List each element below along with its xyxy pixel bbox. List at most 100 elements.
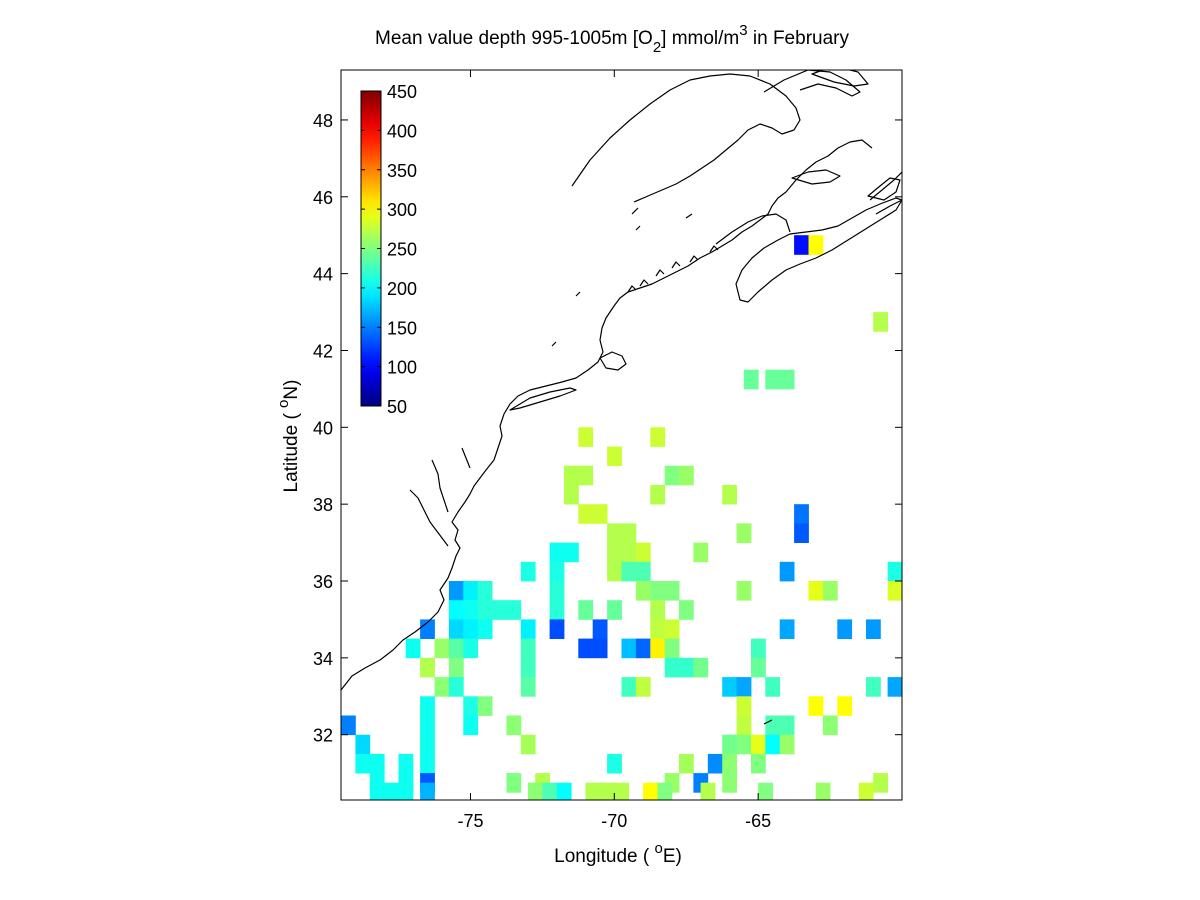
heatmap-cell	[679, 657, 694, 678]
chart-title-subscript: 2	[653, 39, 661, 56]
colorbar-tick-label: 300	[387, 200, 417, 220]
heatmap-cell	[635, 561, 651, 582]
heatmap-cell	[477, 600, 493, 620]
heatmap-cell	[635, 581, 651, 601]
heatmap-cell	[736, 734, 752, 755]
heatmap-cell	[650, 600, 666, 620]
bermuda	[763, 719, 773, 725]
heatmap-cell	[722, 753, 737, 774]
x-tick-label: -70	[601, 811, 627, 831]
cape-cod	[599, 351, 627, 371]
heatmap-cells	[341, 235, 902, 800]
heatmap-cell	[621, 542, 637, 563]
x-axis-title-prefix: Longitude (	[554, 846, 654, 867]
chart-title-prefix: Mean value depth 995-1005m [O	[375, 28, 653, 49]
heatmap-cell	[643, 782, 658, 800]
heatmap-cell	[858, 782, 874, 800]
anticosti-island	[811, 70, 869, 87]
heatmap-cell	[607, 561, 622, 582]
heatmap-cell	[621, 561, 637, 582]
heatmap-cell	[384, 782, 399, 800]
heatmap-cell	[743, 369, 759, 390]
heatmap-cell	[736, 581, 752, 601]
heatmap-cell	[794, 504, 809, 524]
heatmap-cell	[355, 753, 371, 774]
heatmap-cell	[542, 782, 558, 800]
x-axis: -75 -70 -65	[457, 70, 771, 831]
heatmap-cell	[758, 782, 773, 800]
heatmap-cell	[607, 753, 622, 774]
y-tick-label: 48	[313, 111, 333, 131]
heatmap-cell	[592, 619, 608, 639]
heatmap-cell	[578, 427, 594, 447]
heatmap-cell	[887, 677, 902, 697]
heatmap-cell	[736, 696, 752, 716]
heatmap-cell	[398, 753, 414, 774]
heatmap-cell	[607, 600, 622, 620]
heatmap-cell	[448, 638, 464, 659]
heatmap-cell	[779, 561, 795, 582]
x-tick-label: -65	[745, 811, 771, 831]
heatmap-cell	[578, 638, 594, 659]
heatmap-cell	[420, 782, 435, 800]
heatmap-cell	[520, 657, 536, 678]
heatmap-cell	[448, 657, 464, 678]
heatmap-cell	[448, 677, 464, 697]
gulf-of-st-lawrence-shore	[571, 73, 801, 203]
heatmap-cell	[434, 677, 450, 697]
heatmap-cell	[700, 782, 716, 800]
heatmap-cell	[564, 484, 579, 505]
heatmap-cell	[866, 677, 881, 697]
chesapeake-bay-shore	[409, 447, 471, 547]
heatmap-cell	[707, 753, 723, 774]
heatmap-cell	[650, 638, 666, 659]
heatmap-cell	[578, 600, 594, 620]
heatmap-cell	[736, 715, 752, 736]
heatmap-cell	[355, 734, 371, 755]
heatmap-cell	[420, 657, 435, 678]
heatmap-cell	[751, 638, 766, 659]
heatmap-cell	[578, 504, 594, 524]
heatmap-cell	[420, 619, 435, 639]
heatmap-cell	[866, 619, 881, 639]
heatmap-cell	[808, 581, 824, 601]
heatmap-cell	[564, 542, 579, 563]
heatmap-cell	[477, 619, 493, 639]
heatmap-cell	[679, 465, 694, 486]
colorbar-tick-label: 250	[387, 240, 417, 260]
heatmap-cell	[679, 600, 694, 620]
heatmap-cell	[779, 619, 795, 639]
heatmap-cell	[664, 581, 680, 601]
heatmap-cell	[492, 600, 507, 620]
x-tick-label: -75	[457, 811, 483, 831]
heatmap-cell	[722, 773, 737, 793]
chart-title: Mean value depth 995-1005m [O2] mmol/m3 …	[375, 22, 849, 56]
heatmap-cell	[621, 638, 637, 659]
heatmap-cell	[564, 465, 579, 486]
y-tick-label: 46	[313, 188, 333, 208]
chart-title-superscript: 3	[739, 22, 747, 39]
us-east-coastline	[341, 191, 787, 691]
heatmap-cell	[815, 782, 831, 800]
heatmap-cell	[607, 523, 622, 543]
heatmap-cell	[837, 696, 853, 716]
heatmap-cell	[405, 638, 421, 659]
heatmap-cell	[873, 312, 888, 332]
heatmap-cell	[887, 581, 902, 601]
heatmap-cell	[614, 782, 630, 800]
heatmap-cell	[722, 677, 737, 697]
heatmap-cell	[448, 619, 464, 639]
heatmap-cell	[520, 561, 536, 582]
heatmap-cell	[607, 446, 622, 467]
y-axis-title-suffix: N)	[281, 380, 302, 400]
heatmap-cell	[477, 581, 493, 601]
heatmap-cell	[650, 619, 666, 639]
newfoundland-shore	[869, 171, 902, 215]
heatmap-cell	[448, 600, 464, 620]
heatmap-cell	[463, 581, 479, 601]
heatmap-cell	[506, 715, 522, 736]
heatmap-cell	[679, 753, 694, 774]
heatmap-cell	[528, 782, 543, 800]
heatmap-cell	[822, 581, 838, 601]
heatmap-cell	[549, 561, 565, 582]
